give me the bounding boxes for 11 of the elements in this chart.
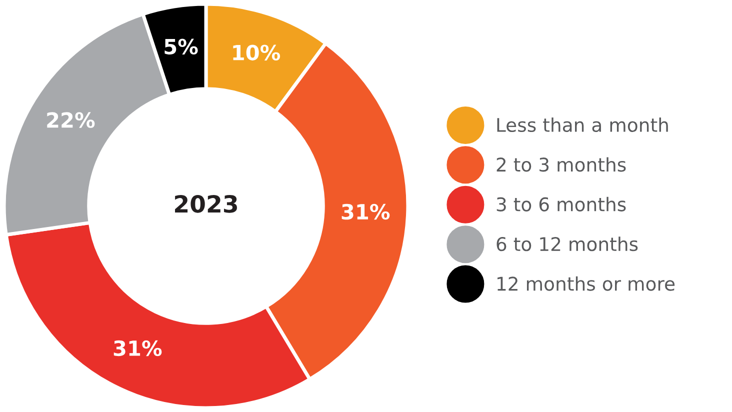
data-label: 31% — [342, 204, 390, 220]
legend-label: 12 months or more — [498, 276, 675, 291]
legend-label: 6 to 12 months — [496, 236, 638, 252]
data-label: 5% — [164, 38, 198, 54]
data-label: 10% — [233, 44, 280, 60]
legend-label: 3 to 6 months — [496, 196, 626, 212]
data-label: 22% — [47, 112, 95, 128]
text: 2023 — [175, 194, 237, 213]
data-label: 31% — [114, 340, 162, 356]
legend-label: Less than a month — [497, 118, 668, 132]
legend-label: 2 to 3 months — [496, 157, 626, 172]
